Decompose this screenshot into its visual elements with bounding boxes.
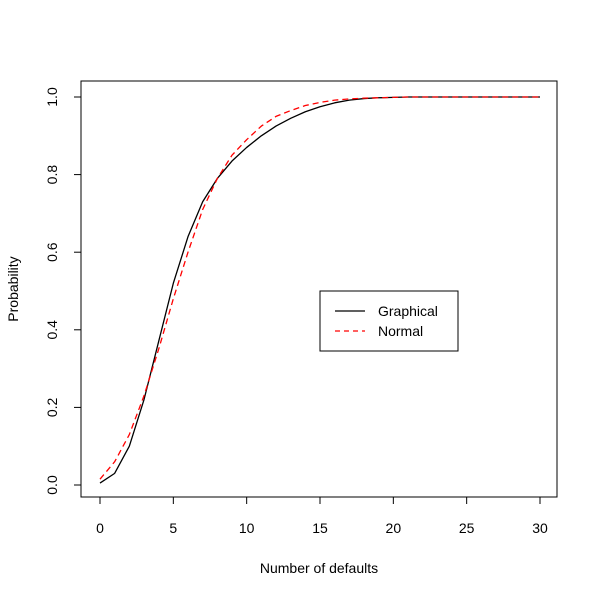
series-line-normal: [99, 96, 540, 480]
x-tick-label: 30: [532, 520, 548, 536]
x-axis: 0 5 10 15 20 25 30: [96, 496, 548, 536]
y-tick-label: 0.0: [44, 475, 60, 495]
y-tick-label: 0.2: [44, 397, 60, 417]
y-tick-label: 1.0: [44, 87, 60, 107]
y-tick-label: 0.6: [44, 242, 60, 262]
x-axis-label: Number of defaults: [260, 560, 378, 576]
series-layer: [99, 96, 540, 484]
x-tick-label: 15: [312, 520, 328, 536]
y-tick-label: 0.4: [44, 320, 60, 340]
y-tick-label: 0.8: [44, 165, 60, 185]
legend-label-graphical: Graphical: [378, 303, 438, 319]
legend-box: [319, 290, 459, 352]
y-axis: 0.0 0.2 0.4 0.6 0.8 1.0: [44, 87, 82, 495]
legend-label-normal: Normal: [378, 323, 423, 339]
legend: Graphical Normal: [319, 290, 459, 352]
x-tick-label: 25: [459, 520, 475, 536]
plot-frame: [80, 80, 558, 498]
x-tick-label: 20: [386, 520, 402, 536]
x-tick-label: 5: [169, 520, 177, 536]
x-tick-label: 0: [96, 520, 104, 536]
x-tick-label: 10: [239, 520, 255, 536]
series-line-graphical: [99, 96, 540, 484]
y-axis-label: Probability: [5, 256, 21, 321]
